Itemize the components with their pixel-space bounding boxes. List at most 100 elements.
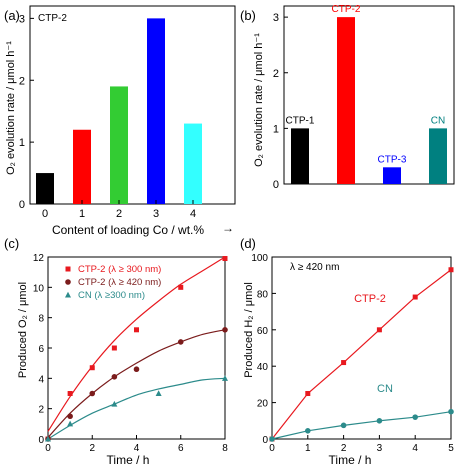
panel-c-point	[89, 390, 96, 397]
panel-c-point	[89, 365, 95, 371]
panel-d-point	[305, 391, 311, 396]
panel-b-bar-CTP-2	[337, 17, 355, 184]
panel-c-xtick-label: 4	[134, 443, 140, 454]
panel-d-frame	[271, 256, 452, 440]
panel-c-legend-marker	[65, 266, 71, 272]
panel-a-ylabel: O₂ evolution rate / μmol h⁻¹	[5, 41, 17, 175]
panel-d-ytick-label: 100	[251, 253, 268, 264]
panel-a-bar-2	[110, 86, 128, 204]
panel-d-chart: Produced H₂ / μmol Time / h λ ≥ 420 nm 0…	[243, 253, 454, 467]
panel-a-bar-4	[184, 123, 202, 204]
panel-a-bar-0	[36, 173, 54, 204]
panel-c-ytick-label: 12	[33, 253, 45, 264]
panel-b-chart: O₂ evolution rate / μmol h⁻¹ CTP-1 CTP-2 C…	[253, 4, 455, 191]
panel-a-xtick-label: 2	[116, 208, 122, 220]
panel-label-c: (c)	[4, 236, 19, 251]
panel-a-bar-1	[73, 129, 91, 204]
panel-b-bar-label: CTP-1	[286, 115, 315, 126]
panel-a-ytick-label: 1	[19, 137, 25, 149]
panel-a-bar-3	[147, 18, 165, 204]
panel-c-xtick-label: 0	[45, 443, 51, 454]
panel-c-ytick-label: 2	[38, 405, 44, 416]
panel-c-point	[222, 327, 228, 333]
panel-c-legend-label: CTP-2 (λ ≥ 300 nm)	[78, 264, 161, 275]
panel-b-bar-label: CTP-3	[378, 154, 407, 165]
panel-c-point	[155, 390, 162, 396]
panel-c-xtick-label: 6	[178, 443, 184, 454]
panel-c-point	[67, 420, 74, 427]
panel-c-ytick-label: 10	[33, 283, 45, 294]
panel-b-bar-label: CN	[431, 115, 445, 126]
panel-d-xtick-label: 1	[305, 443, 311, 454]
panel-label-b: (b)	[240, 8, 256, 23]
panel-a-xtick-label: 1	[79, 208, 85, 220]
panel-a-xlabel: Content of loading Co / wt.%	[52, 223, 204, 237]
panel-d-point	[341, 360, 347, 366]
panel-d-series-label: CTP-2	[354, 293, 386, 305]
panel-d-series-label: CN	[377, 383, 393, 395]
panel-d-point	[376, 327, 382, 333]
panel-d-xtick-label: 5	[448, 443, 454, 454]
panel-c-legend-label: CTP-2 (λ ≥ 420 nm)	[78, 277, 161, 288]
panel-c-point	[111, 374, 118, 380]
panel-c-point	[67, 413, 73, 420]
panel-b-frame	[283, 5, 455, 185]
panel-c-legend-marker	[65, 279, 71, 285]
panel-c-fit-curve-1	[47, 329, 226, 438]
panel-d-ytick-label: 0	[262, 435, 268, 446]
panel-d-ytick-label: 60	[257, 326, 269, 337]
panel-b-ylabel: O₂ evolution rate / μmol h⁻¹	[253, 33, 265, 167]
panel-d-point	[340, 422, 347, 429]
panel-c-ytick-label: 6	[38, 344, 44, 355]
panel-d-point	[448, 267, 454, 273]
panel-c-point	[222, 256, 228, 262]
panel-a-ytick-label: 3	[19, 13, 25, 25]
panel-d-point	[412, 414, 419, 420]
panel-b-ytick-label: 2	[273, 68, 279, 80]
panel-c-point	[45, 435, 51, 442]
panel-d-line-1	[271, 411, 452, 440]
panel-b-bar-CTP-3	[383, 167, 401, 184]
panel-b-ytick-label: 1	[273, 123, 279, 135]
panel-d-point	[448, 408, 454, 415]
panel-c-fit-curve-2	[47, 377, 226, 440]
panel-d-ytick-label: 20	[257, 399, 269, 410]
panel-b-bar-CTP-1	[291, 128, 309, 184]
panel-c-legend-label: CN (λ ≥300 nm)	[78, 290, 145, 301]
panel-d-ytick-label: 80	[257, 289, 269, 300]
panel-a-title: CTP-2	[38, 13, 67, 24]
panel-d-xtick-label: 4	[412, 443, 418, 454]
panel-a-ytick-label: 2	[19, 75, 25, 87]
panel-c-ytick-label: 8	[38, 314, 44, 325]
panel-c-chart: Produced O₂ / μmol Time / h 0 2 4 6 8 0 2 4 6 8 10…	[17, 253, 228, 467]
panel-c-point	[177, 339, 184, 345]
panel-d-xlabel: Time / h	[329, 453, 372, 467]
panel-d-point	[376, 418, 383, 424]
panel-a-ytick-label: 0	[19, 199, 25, 211]
panel-a-frame	[29, 5, 236, 205]
panel-d-xtick-label: 3	[377, 443, 383, 454]
panel-label-d: (d)	[240, 236, 256, 251]
panel-c-legend-marker	[65, 291, 71, 298]
panel-d-ytick-label: 40	[257, 362, 269, 373]
panel-c-xtick-label: 2	[89, 443, 95, 454]
panel-a-xtick-label: 3	[153, 208, 159, 220]
panel-b-bar-CN	[429, 128, 447, 184]
panel-label-a: (a)	[4, 8, 20, 23]
panel-b-bar-label: CTP-2	[332, 4, 361, 15]
panel-c-point	[178, 284, 184, 290]
panel-b-ytick-label: 3	[273, 12, 279, 24]
panel-d-xtick-label: 2	[341, 443, 347, 454]
panel-c-ytick-label: 4	[38, 374, 44, 385]
panel-c-point	[222, 375, 228, 381]
panel-a-xtick-label: 4	[190, 208, 196, 220]
panel-c-ylabel: Produced O₂ / μmol	[17, 282, 29, 378]
panel-c-point	[111, 400, 118, 407]
panel-c-fit-curve-0	[47, 256, 226, 432]
panel-d-ylabel: Produced H₂ / μmol	[243, 282, 255, 378]
panel-c-point	[111, 345, 117, 351]
panel-c-point	[134, 327, 139, 333]
panel-d-point	[412, 294, 418, 300]
panel-d-line-0	[271, 269, 452, 440]
